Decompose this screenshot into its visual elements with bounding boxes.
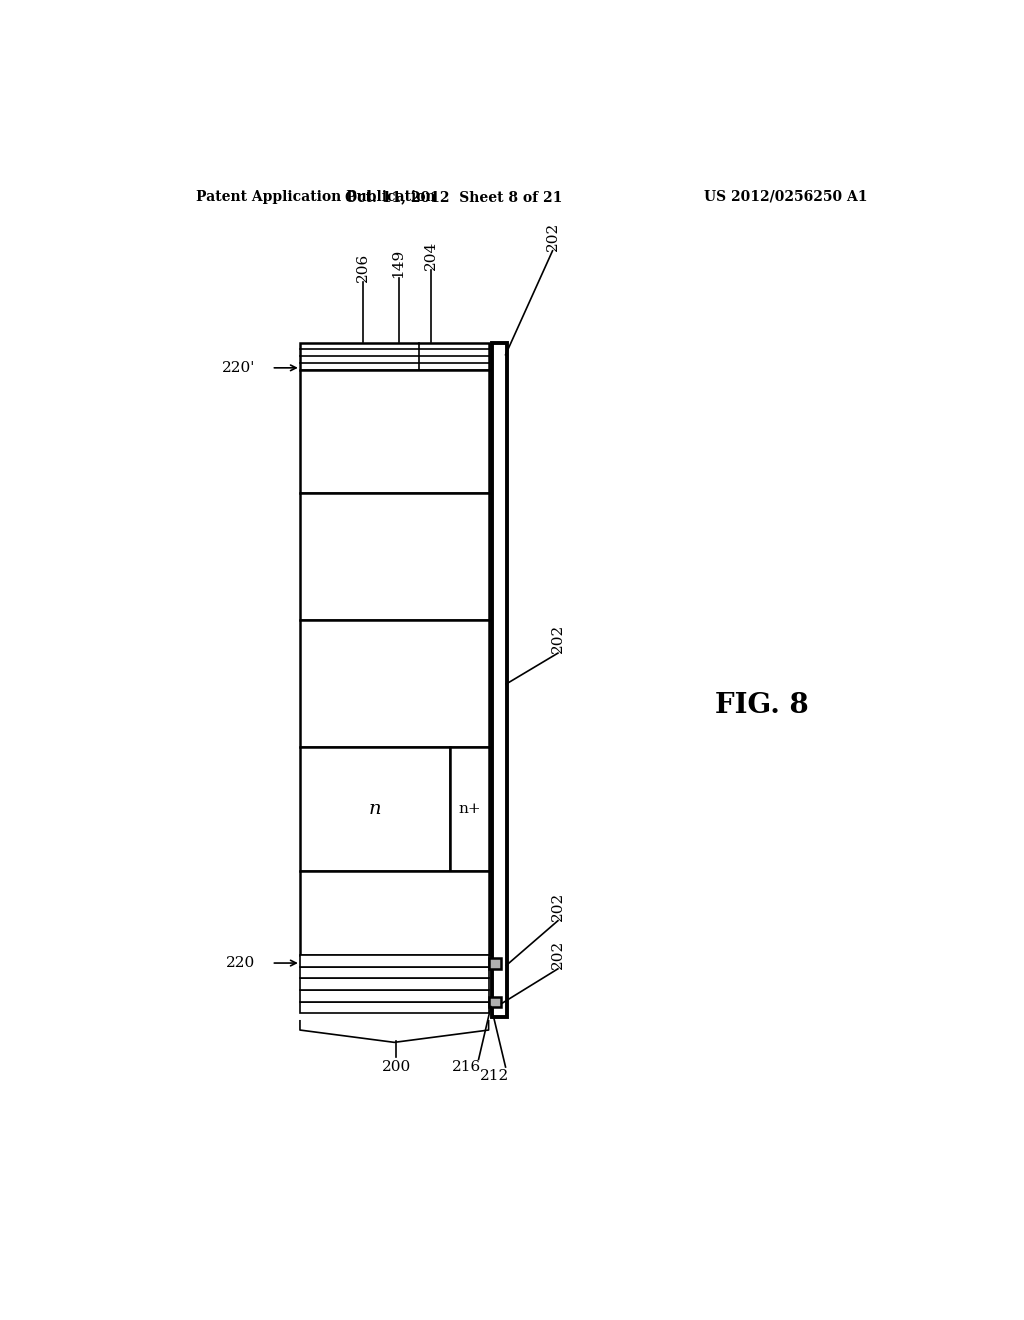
Text: 206: 206 — [356, 252, 370, 281]
Bar — [451, 747, 488, 871]
Text: US 2012/0256250 A1: US 2012/0256250 A1 — [705, 190, 867, 203]
Text: Patent Application Publication: Patent Application Publication — [196, 190, 435, 203]
Bar — [300, 978, 488, 990]
Text: 149: 149 — [391, 248, 406, 277]
Text: 202: 202 — [551, 940, 565, 969]
Text: 220': 220' — [222, 360, 255, 375]
Text: 204: 204 — [424, 240, 438, 271]
Text: 202: 202 — [546, 222, 559, 251]
Text: FIG. 8: FIG. 8 — [715, 692, 809, 718]
Bar — [300, 620, 488, 747]
Text: 202: 202 — [551, 891, 565, 921]
Text: 200: 200 — [382, 1060, 411, 1074]
Bar — [492, 343, 507, 1016]
Text: 202: 202 — [551, 624, 565, 653]
Bar — [300, 370, 488, 494]
Text: n: n — [369, 800, 381, 818]
Bar — [300, 956, 488, 966]
Text: Oct. 11, 2012  Sheet 8 of 21: Oct. 11, 2012 Sheet 8 of 21 — [345, 190, 562, 203]
Bar — [300, 1002, 488, 1014]
Text: n+: n+ — [458, 803, 480, 816]
Bar — [300, 343, 488, 370]
Bar — [300, 494, 488, 620]
Text: 216: 216 — [453, 1060, 481, 1074]
Text: 212: 212 — [480, 1069, 509, 1084]
Bar — [300, 747, 451, 871]
Bar — [300, 966, 488, 978]
Text: 220: 220 — [226, 956, 255, 970]
Bar — [300, 990, 488, 1002]
Bar — [488, 997, 501, 1007]
Bar — [300, 871, 488, 956]
Bar — [488, 958, 501, 969]
